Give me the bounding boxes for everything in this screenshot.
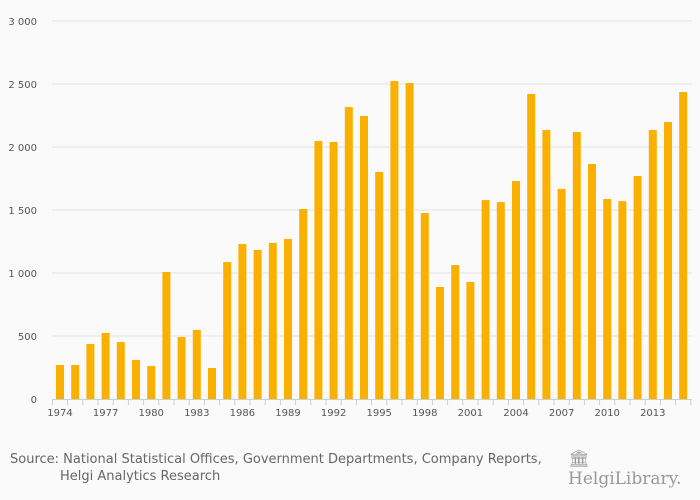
bar-1997 bbox=[405, 82, 414, 399]
bar-1992 bbox=[329, 141, 338, 399]
bar-1976 bbox=[86, 343, 95, 399]
bar-2003 bbox=[496, 202, 505, 399]
bar-1993 bbox=[344, 107, 353, 400]
bar-1975 bbox=[71, 364, 80, 399]
bar-1977 bbox=[101, 332, 110, 399]
bar-1990 bbox=[299, 208, 308, 399]
y-tick-label: 1 000 bbox=[8, 269, 37, 280]
bar-1986 bbox=[238, 244, 247, 399]
source-line-2: Helgi Analytics Research bbox=[60, 469, 221, 484]
bar-1987 bbox=[253, 249, 262, 399]
source-note: Source: National Statistical Offices, Go… bbox=[10, 451, 542, 485]
x-tick-label: 1977 bbox=[93, 408, 118, 419]
bar-1988 bbox=[268, 243, 277, 399]
y-tick-label: 0 bbox=[31, 395, 37, 406]
bar-1980 bbox=[147, 365, 156, 399]
x-tick-label: 2004 bbox=[503, 408, 528, 419]
x-tick-label: 2001 bbox=[458, 408, 483, 419]
logo-text: HelgiLibrary. bbox=[568, 469, 682, 489]
bar-2010 bbox=[603, 199, 612, 399]
y-tick-label: 3 000 bbox=[8, 17, 37, 28]
x-tick-label: 1995 bbox=[366, 408, 391, 419]
x-tick-label: 1986 bbox=[230, 408, 255, 419]
bar-2012 bbox=[633, 175, 642, 399]
y-tick-label: 1 500 bbox=[8, 206, 37, 217]
bar-1985 bbox=[223, 262, 232, 399]
bar-1995 bbox=[375, 171, 384, 399]
bar-2002 bbox=[481, 200, 490, 399]
y-tick-label: 2 500 bbox=[8, 80, 37, 91]
bar-1991 bbox=[314, 140, 323, 399]
helgi-library-logo[interactable]: 🏛 HelgiLibrary. bbox=[568, 449, 700, 489]
bar-1981 bbox=[162, 271, 171, 399]
bar-1999 bbox=[436, 286, 444, 399]
bar-2006 bbox=[542, 129, 551, 400]
bar-1984 bbox=[208, 368, 216, 399]
bar-2004 bbox=[512, 181, 520, 399]
bar-1974 bbox=[56, 364, 64, 399]
bar-chart: 0 500 1 000 1 500 2 000 2 500 3 000 1974 1977 198… bbox=[8, 17, 692, 419]
x-tick-label: 1983 bbox=[184, 408, 209, 419]
x-tick-label: 1974 bbox=[47, 408, 72, 419]
y-tick-label: 2 000 bbox=[8, 143, 37, 154]
bar-1983 bbox=[192, 329, 201, 399]
bar-1979 bbox=[132, 359, 140, 399]
x-tick-label: 2010 bbox=[594, 408, 619, 419]
bar-1996 bbox=[390, 80, 399, 399]
bar-1989 bbox=[284, 238, 292, 399]
bar-2001 bbox=[466, 281, 475, 399]
bar-2007 bbox=[557, 188, 566, 399]
bar-1982 bbox=[177, 337, 186, 399]
bar-1978 bbox=[116, 342, 125, 399]
bar-1998 bbox=[420, 213, 429, 399]
bar-2015 bbox=[679, 92, 688, 400]
bar-2000 bbox=[451, 265, 460, 399]
x-tick-label: 1989 bbox=[275, 408, 300, 419]
x-tick-label: 1998 bbox=[412, 408, 437, 419]
y-tick-label: 500 bbox=[18, 332, 37, 343]
x-tick-label: 2007 bbox=[549, 408, 574, 419]
x-tick-label: 1992 bbox=[321, 408, 346, 419]
bar-2005 bbox=[527, 93, 536, 399]
bar-2009 bbox=[588, 164, 596, 399]
bar-2011 bbox=[618, 201, 627, 399]
bar-2008 bbox=[572, 132, 581, 400]
bar-2014 bbox=[664, 122, 672, 399]
bar-2013 bbox=[648, 129, 657, 400]
x-tick-label: 2013 bbox=[640, 408, 665, 419]
library-building-icon: 🏛 bbox=[568, 449, 590, 469]
bar-1994 bbox=[360, 116, 368, 399]
x-tick-label: 1980 bbox=[138, 408, 163, 419]
source-line-1: Source: National Statistical Offices, Go… bbox=[10, 452, 542, 467]
